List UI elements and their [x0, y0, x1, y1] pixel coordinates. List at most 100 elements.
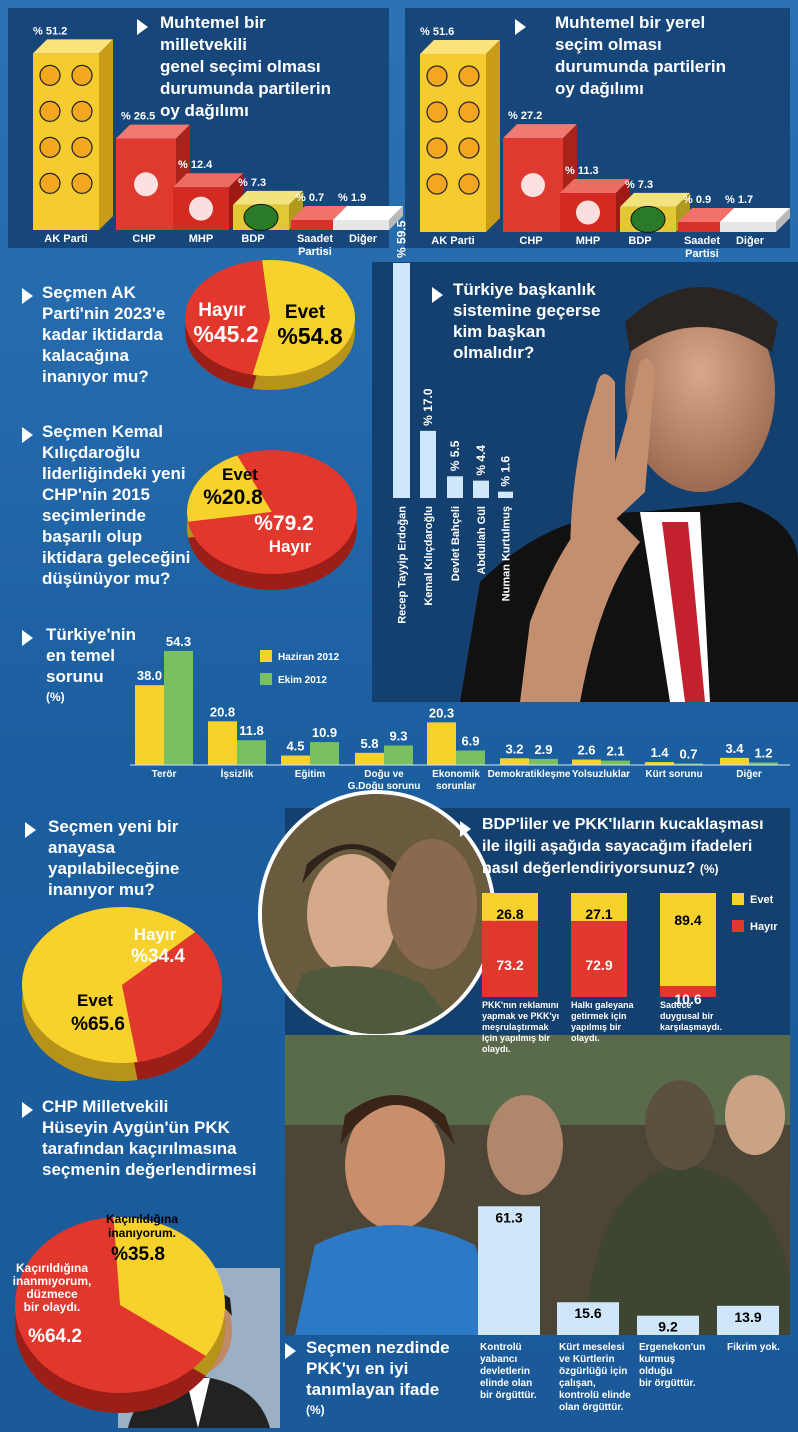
aygun-title: CHP Milletvekili Hüseyin Aygün'ün PKK tara… [42, 1097, 257, 1179]
bar [674, 763, 703, 765]
bar [164, 650, 193, 765]
pie-label: Kaçırıldığına [106, 1212, 178, 1226]
bar-top [233, 190, 303, 205]
bar [660, 985, 716, 997]
bar-value-label: 9.2 [658, 1319, 678, 1335]
pres-title: Türkiye başkanlık sistemine geçerse kim ba… [453, 280, 601, 362]
bar [601, 760, 630, 765]
pie-akp-2023: Evet%54.8 Hayır%45.2 [185, 260, 356, 391]
legend-swatch [260, 650, 272, 662]
bar-top [33, 39, 113, 54]
pie2-title: Seçmen Kemal Kılıçdaroğlu liderliğindeki y… [42, 422, 191, 588]
bar [645, 762, 674, 765]
bar-value-label: 38.0 [137, 668, 162, 683]
bar-value-label: % 12.4 [178, 159, 213, 171]
bar [135, 685, 164, 765]
bar [720, 222, 776, 232]
bar [529, 758, 558, 765]
bar [478, 1206, 540, 1335]
arrow-icon [515, 19, 526, 35]
category-label: Eğitim [295, 769, 326, 780]
bar-value-label: % 4.4 [474, 445, 488, 476]
legend-label: Evet [750, 894, 774, 906]
category-label: BDP [241, 233, 264, 245]
arrow-icon [22, 427, 33, 443]
bar [557, 1302, 619, 1335]
bulb-icon [39, 172, 61, 194]
category-label: olaydı. [482, 1044, 511, 1054]
category-label: MHP [576, 235, 600, 247]
pie-value: %64.2 [28, 1326, 82, 1347]
party-logo-icon [189, 196, 213, 221]
category-label: devletlerin [480, 1366, 530, 1377]
bar-value-label: 2.9 [534, 742, 552, 757]
bar-value-label: % 11.3 [565, 165, 599, 177]
bar-value-label: 5.8 [360, 736, 378, 751]
arrow-icon [22, 1102, 33, 1118]
c1-title: Muhtemel bir milletvekili genel seçimi olm… [160, 13, 331, 120]
bar [637, 1315, 699, 1335]
bulb-icon [39, 136, 61, 158]
pie-slice [252, 260, 356, 376]
bar [660, 893, 716, 986]
bulb-icon [71, 64, 93, 86]
arrow-icon [137, 19, 148, 35]
bar-value-label: % 7.3 [238, 177, 266, 189]
bar-value-label: % 27.2 [508, 110, 542, 122]
bar-top [291, 206, 349, 220]
pie-label: inanmıyorum, [13, 1274, 92, 1288]
category-label: kurmuş [639, 1354, 676, 1365]
pie-label: Kaçırıldığına [16, 1261, 88, 1275]
bar-value-label: 1.2 [754, 745, 772, 760]
sorun-title: Türkiye'nin en temel sorunu (%) [46, 625, 137, 704]
pie-label: Evet [77, 991, 113, 1010]
category-label: Terör [152, 769, 177, 780]
legend-swatch [732, 893, 744, 905]
legend-label: Haziran 2012 [278, 652, 340, 663]
bdp-title: BDP'liler ve PKK'lıların kucaklaşması ile… [482, 816, 764, 877]
c2-title: Muhtemel bir yerel seçim olması durumunda … [555, 13, 726, 98]
bar-top [620, 192, 690, 207]
bar [572, 759, 601, 765]
category-label: Ergenekon'un [639, 1342, 705, 1353]
chart-pkk: 61.3 15.6 9.2 13.9 Kontrolüyabancıdevletleri… [478, 1206, 780, 1413]
category-label: Fikrim yok. [727, 1342, 780, 1353]
pie-label: Hayır [269, 537, 312, 556]
bar-top [720, 208, 790, 222]
pie-label: Hayır [198, 300, 246, 321]
bulb-icon [426, 173, 448, 195]
party-logo-icon [576, 200, 600, 225]
category-label: Saadet [297, 233, 333, 245]
bar-value-label: % 1.7 [725, 194, 753, 206]
category-label: olan örgüttür. [559, 1402, 624, 1413]
pie-label: Hayır [134, 925, 177, 944]
bulb-icon [71, 100, 93, 122]
category-label: CHP [519, 235, 542, 247]
anayasa-title: Seçmen yeni bir anayasa yapılabileceğine in… [48, 817, 180, 899]
bar-value-label: 20.3 [429, 705, 454, 720]
bar-value-label: 6.9 [461, 734, 479, 749]
bar-value-label: 9.3 [389, 728, 407, 743]
bar [237, 740, 266, 765]
category-label: Devlet Bahçeli [450, 506, 462, 581]
arrow-icon [460, 821, 471, 837]
bar [281, 755, 310, 765]
bdp-logo-icon [630, 205, 666, 233]
category-label: duygusal bir [660, 1011, 714, 1021]
category-label: Kemal Kılıçdaroğlu [423, 506, 435, 606]
bar-value-label: 3.4 [725, 741, 744, 756]
bar [482, 893, 538, 921]
bar [473, 480, 489, 498]
chart-bdp: 26.8 73.2 27.1 72.9 89.4 10.6 PKK'nın reklamın… [482, 893, 778, 1054]
bar-value-label: 2.1 [606, 744, 624, 759]
bar-value-label: 10.6 [674, 991, 701, 1007]
category-label: Abdullah Gül [476, 506, 488, 574]
pie-slice [122, 931, 222, 1063]
bar-top [420, 39, 500, 54]
bar-value-label: % 7.3 [625, 179, 653, 191]
bar-value-label: 54.3 [166, 634, 191, 649]
category-label: Sadece [660, 1000, 692, 1010]
pie-chp-2015: Evet %20.8 %79.2 Hayır [187, 450, 357, 590]
pie-value: %34.4 [131, 946, 185, 967]
